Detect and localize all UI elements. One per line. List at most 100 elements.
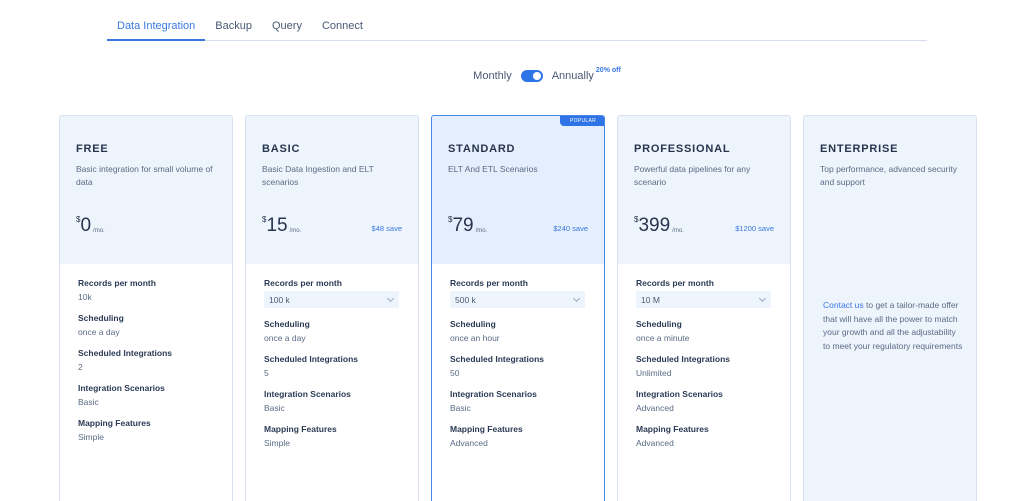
feature-scheduling: Scheduling once a minute — [636, 319, 772, 343]
plan-description: Basic integration for small volume of da… — [76, 164, 213, 187]
tab-connect[interactable]: Connect — [321, 20, 363, 32]
tab-backup[interactable]: Backup — [215, 20, 252, 32]
feature-label: Scheduled Integrations — [78, 348, 172, 358]
billing-period-switch: Monthly Annually 20% off — [0, 66, 1024, 82]
feature-records: Records per month 10k — [78, 278, 214, 302]
plan-description: Basic Data Ingestion and ELT scenarios — [262, 164, 374, 187]
feature-value: Basic — [450, 403, 471, 413]
feature-value: 2 — [78, 362, 83, 372]
plan-header: FREE Basic integration for small volume … — [60, 116, 232, 264]
chevron-down-icon — [572, 294, 581, 302]
feature-value: 50 — [450, 368, 460, 378]
feature-scheduled-integrations: Scheduled Integrations Unlimited — [636, 354, 772, 378]
currency-symbol: $ — [76, 215, 81, 224]
plan-header: PROFESSIONAL Powerful data pipelines for… — [618, 116, 790, 264]
pricing-cards: FREE Basic integration for small volume … — [59, 115, 977, 501]
feature-value: Advanced — [636, 438, 674, 448]
feature-integration-scenarios: Integration Scenarios Advanced — [636, 389, 772, 413]
product-tabs: Data Integration Backup Query Connect — [107, 13, 927, 41]
feature-records: Records per month 100 k — [264, 278, 400, 308]
feature-mapping: Mapping Features Simple — [78, 418, 214, 442]
feature-mapping: Mapping Features Advanced — [450, 424, 586, 448]
toggle-knob — [532, 72, 541, 80]
feature-label: Records per month — [78, 278, 156, 288]
plan-header: BASIC Basic Data Ingestion and ELT scena… — [246, 116, 418, 264]
records-select[interactable]: 500 k — [450, 291, 585, 308]
feature-value: 5 — [264, 368, 269, 378]
feature-label: Integration Scenarios — [636, 389, 723, 399]
plan-card-free: FREE Basic integration for small volume … — [59, 115, 233, 501]
feature-value: Basic — [264, 403, 285, 413]
feature-scheduled-integrations: Scheduled Integrations 50 — [450, 354, 586, 378]
records-select[interactable]: 100 k — [264, 291, 399, 308]
plan-description: ELT And ETL Scenarios — [448, 164, 538, 174]
feature-value: Simple — [78, 432, 104, 442]
price-row: $ 15 /mo. $48 save — [262, 215, 402, 236]
feature-scheduling: Scheduling once a day — [78, 313, 214, 337]
plan-name: FREE — [76, 143, 109, 155]
price-amount: 399 — [638, 215, 671, 236]
feature-scheduling: Scheduling once a day — [264, 319, 400, 343]
feature-value: Unlimited — [636, 368, 672, 378]
feature-label: Records per month — [264, 278, 342, 288]
plan-card-basic: BASIC Basic Data Ingestion and ELT scena… — [245, 115, 419, 501]
feature-label: Integration Scenarios — [264, 389, 351, 399]
feature-integration-scenarios: Integration Scenarios Basic — [78, 383, 214, 407]
plan-header: POPULAR STANDARD ELT And ETL Scenarios $… — [432, 116, 604, 264]
plan-features: Records per month 100 k Scheduling once … — [246, 264, 418, 448]
feature-label: Integration Scenarios — [450, 389, 537, 399]
price-amount: 79 — [452, 215, 474, 236]
feature-value: Simple — [264, 438, 290, 448]
feature-integration-scenarios: Integration Scenarios Basic — [264, 389, 400, 413]
annually-label[interactable]: Annually — [551, 70, 594, 82]
price-row: $ 79 /mo. $240 save — [448, 215, 588, 236]
chevron-down-icon — [386, 294, 395, 302]
price-period: /mo. — [475, 228, 488, 234]
currency-symbol: $ — [448, 215, 453, 224]
plan-name: PROFESSIONAL — [634, 143, 731, 155]
currency-symbol: $ — [634, 215, 639, 224]
contact-description: to get a tailor-made offer that will hav… — [823, 300, 963, 351]
feature-label: Mapping Features — [450, 424, 523, 434]
feature-label: Scheduling — [264, 319, 310, 329]
plan-name: STANDARD — [448, 143, 516, 155]
plan-name: BASIC — [262, 143, 301, 155]
billing-toggle[interactable] — [520, 70, 543, 82]
price-period: /mo. — [672, 228, 684, 234]
price-period: /mo. — [93, 228, 105, 234]
price-row: $ 0 /mo. — [76, 215, 216, 236]
feature-label: Integration Scenarios — [78, 383, 165, 393]
monthly-label[interactable]: Monthly — [473, 70, 512, 82]
records-select[interactable]: 10 M — [636, 291, 771, 308]
feature-value: once a day — [78, 327, 120, 337]
feature-records: Records per month 500 k — [450, 278, 586, 308]
feature-value: Basic — [78, 397, 99, 407]
currency-symbol: $ — [262, 215, 267, 224]
feature-scheduling: Scheduling once an hour — [450, 319, 586, 343]
feature-label: Records per month — [636, 278, 714, 288]
annual-savings: $1200 save — [735, 224, 774, 233]
plan-name: ENTERPRISE — [820, 143, 899, 155]
feature-label: Mapping Features — [78, 418, 151, 428]
annual-savings: $240 save — [553, 224, 588, 233]
plan-features: Records per month 500 k Scheduling once … — [432, 264, 604, 448]
feature-value: once a day — [264, 333, 306, 343]
tab-query[interactable]: Query — [271, 20, 302, 32]
plan-card-enterprise: ENTERPRISE Top performance, advanced sec… — [803, 115, 977, 501]
feature-mapping: Mapping Features Advanced — [636, 424, 772, 448]
feature-value: once an hour — [450, 333, 500, 343]
plan-description: Top performance, advanced security and s… — [820, 164, 958, 187]
feature-value: 10k — [78, 292, 92, 302]
price-period: /mo. — [289, 228, 302, 234]
enterprise-contact-text: Contact us to get a tailor-made offer th… — [823, 299, 965, 353]
feature-label: Mapping Features — [636, 424, 709, 434]
price-amount: 0 — [80, 215, 92, 236]
feature-value: Advanced — [636, 403, 674, 413]
feature-scheduled-integrations: Scheduled Integrations 5 — [264, 354, 400, 378]
plan-header: ENTERPRISE Top performance, advanced sec… — [804, 116, 976, 264]
discount-badge: 20% off — [595, 66, 621, 74]
tab-data-integration[interactable]: Data Integration — [107, 13, 206, 41]
feature-label: Records per month — [450, 278, 528, 288]
contact-us-link[interactable]: Contact us — [823, 300, 864, 310]
feature-label: Scheduling — [78, 313, 124, 323]
